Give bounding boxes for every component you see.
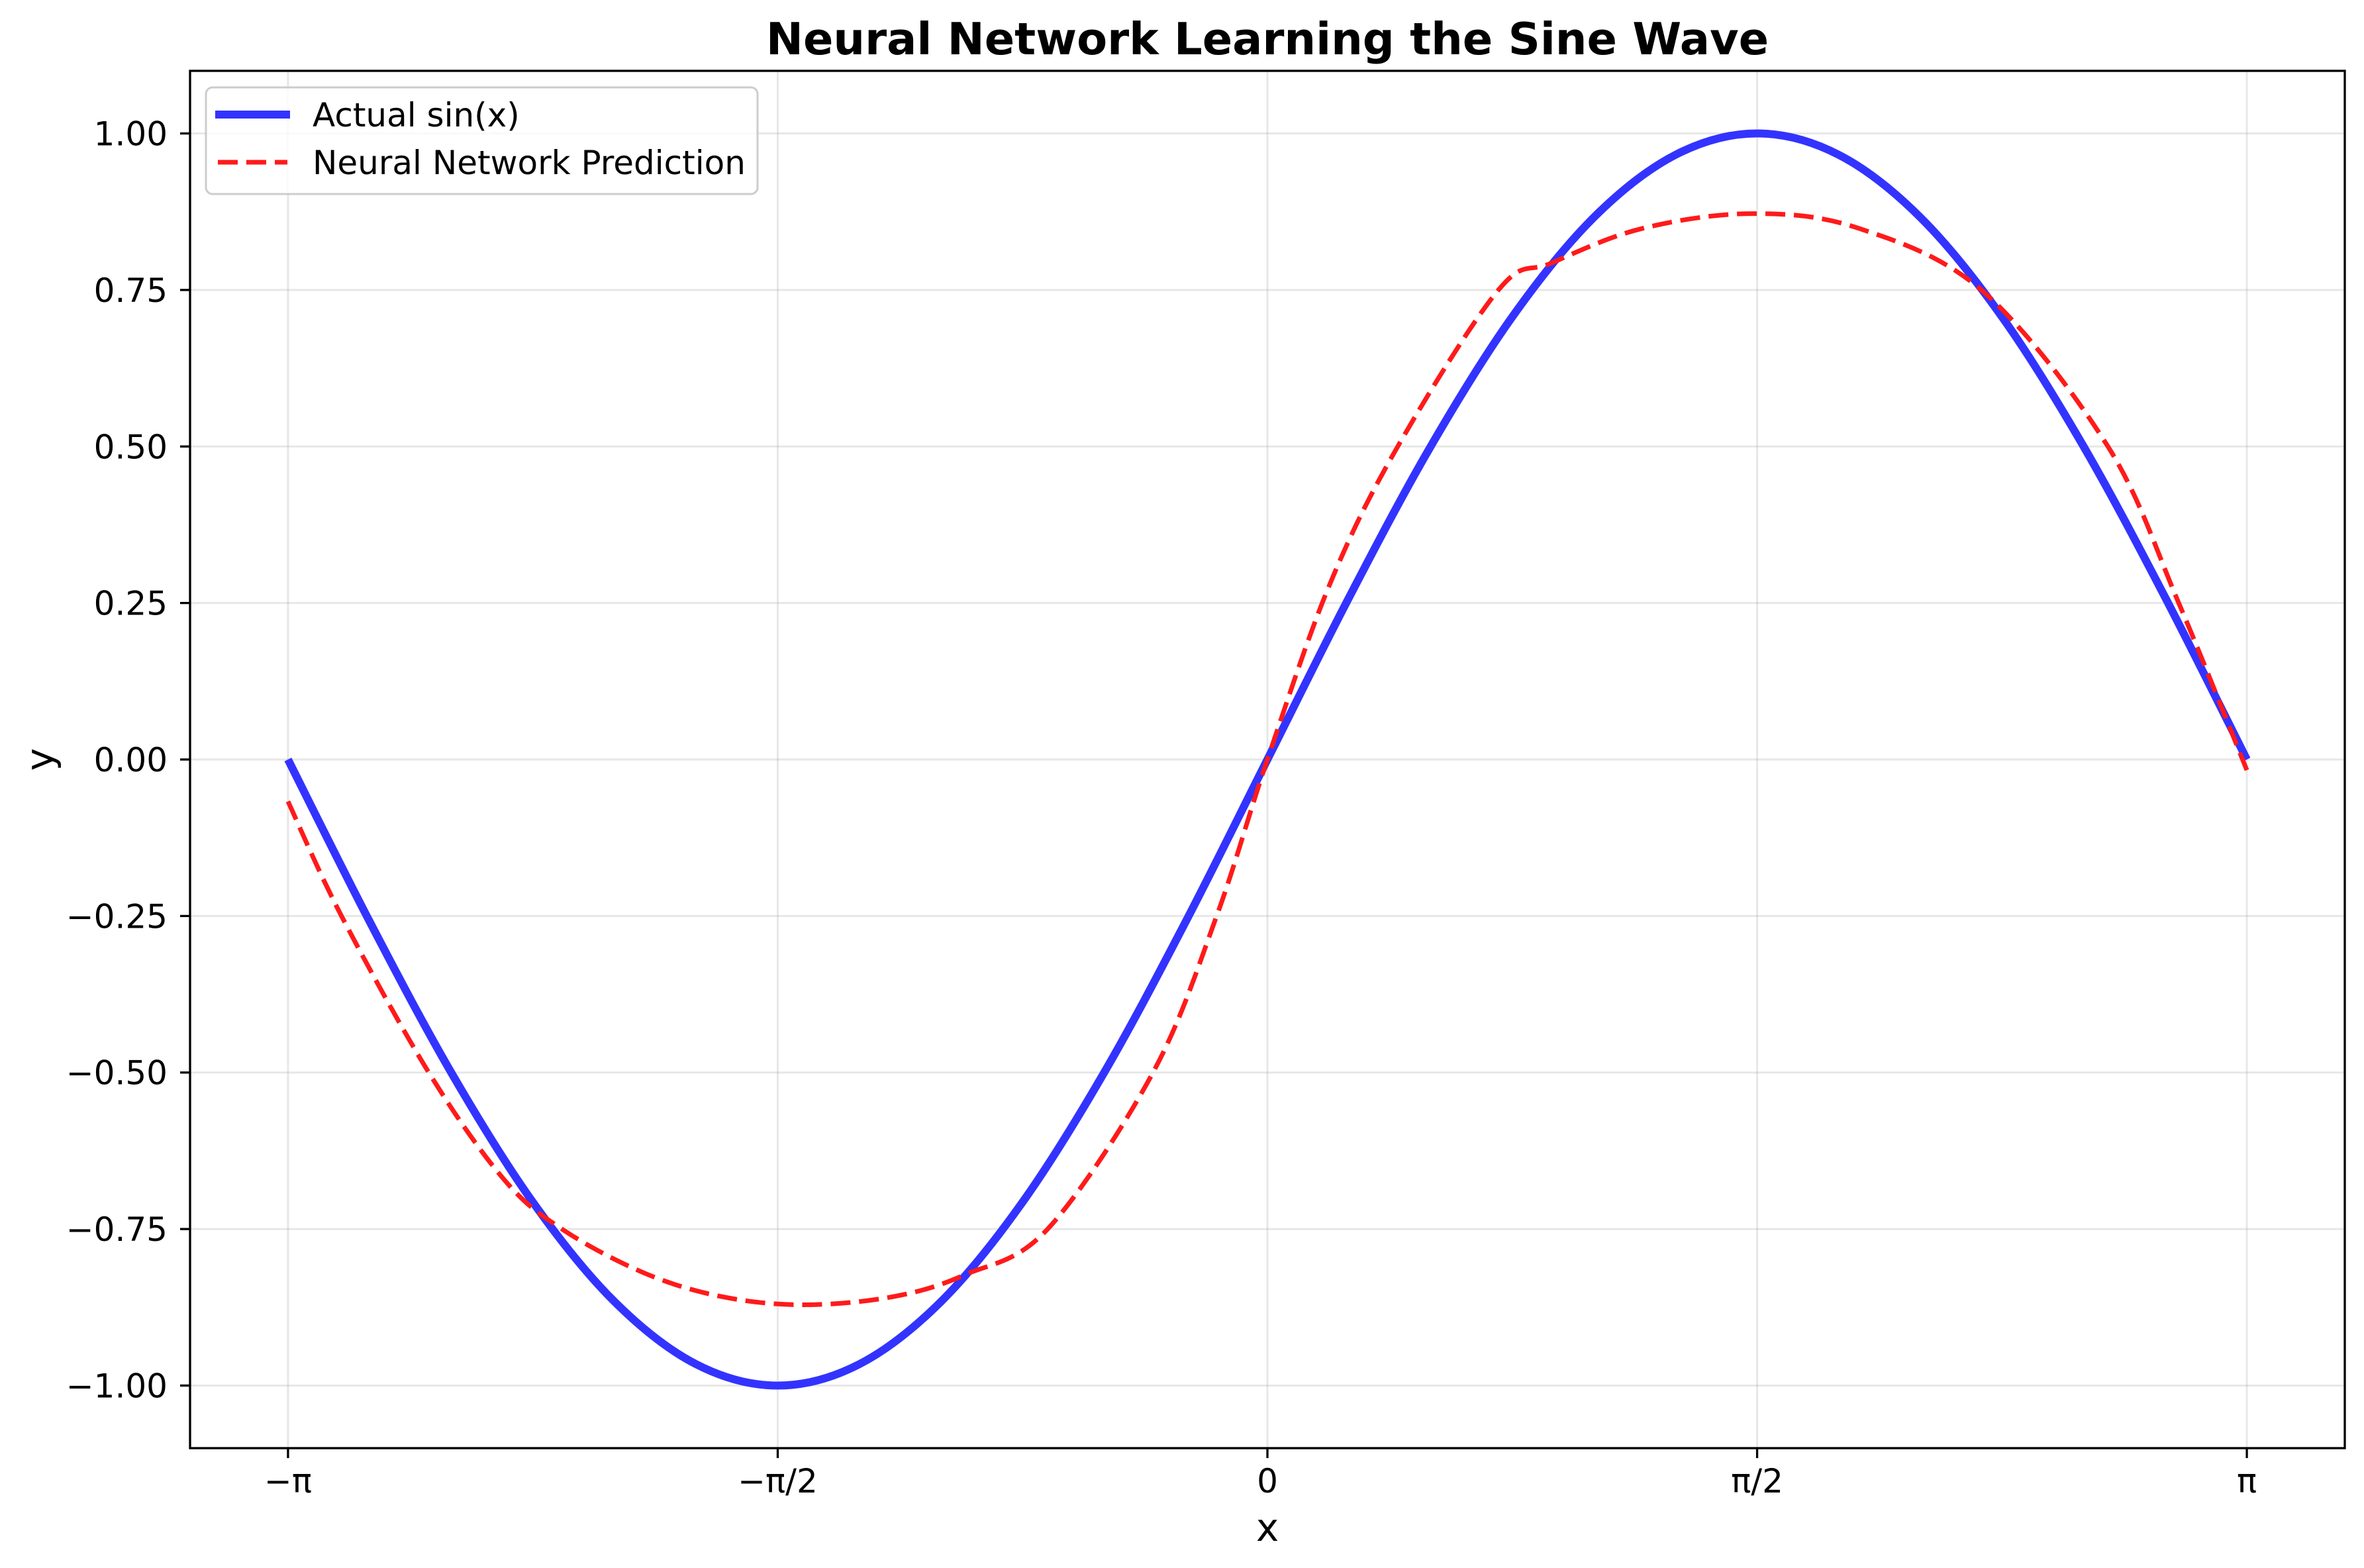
y-axis-ticks: 1.00 0.75 0.50 0.25 0.00 −0.25 −0.50 −0.75 −1.00 [66, 115, 190, 1405]
x-tick-label: π/2 [1731, 1462, 1783, 1500]
y-tick-label: 0.50 [94, 428, 168, 466]
x-tick-label: −π/2 [738, 1462, 818, 1500]
y-tick-label: 0.75 [94, 271, 168, 310]
legend-label-actual: Actual sin(x) [313, 96, 520, 134]
legend-box [205, 86, 759, 195]
y-axis-label: y [17, 748, 62, 771]
x-axis-ticks: −π −π/2 0 π/2 π [264, 1448, 2257, 1500]
y-tick-label: −0.75 [66, 1210, 168, 1249]
y-tick-label: −0.25 [66, 897, 168, 936]
series-layer [284, 129, 2251, 1390]
legend: Actual sin(x) Neural Network Prediction [205, 86, 759, 195]
x-tick-label: −π [264, 1462, 312, 1500]
legend-label-prediction: Neural Network Prediction [313, 144, 746, 182]
y-tick-label: 1.00 [94, 115, 168, 154]
y-tick-label: 0.25 [94, 585, 168, 623]
prediction-line [285, 211, 2249, 1307]
chart-title: Neural Network Learning the Sine Wave [766, 13, 1769, 65]
x-tick-label: 0 [1257, 1462, 1278, 1500]
x-axis-label: x [1256, 1505, 1279, 1550]
y-tick-label: −0.50 [66, 1054, 168, 1093]
x-tick-label: π [2237, 1462, 2257, 1500]
y-tick-label: −1.00 [66, 1367, 168, 1405]
plot-area: −π −π/2 0 π/2 π 1.00 0.75 0.50 0.25 0.00 −0.25 −0.… [66, 70, 2346, 1500]
y-tick-label: 0.00 [94, 741, 168, 779]
